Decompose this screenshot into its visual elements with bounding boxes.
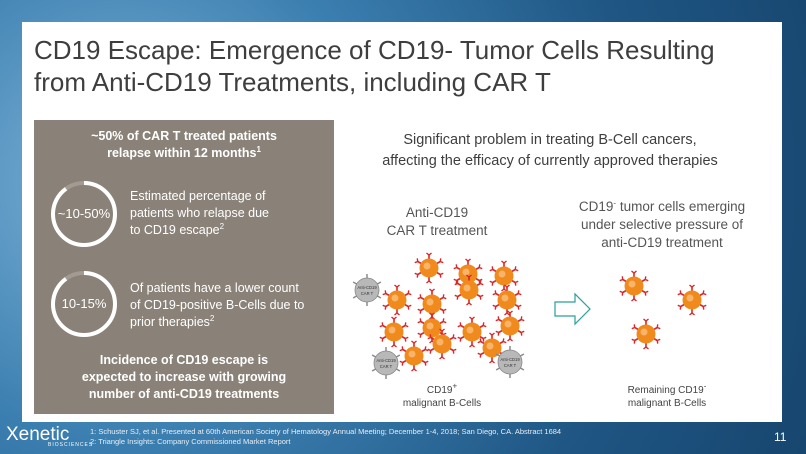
b-cell-negative (619, 270, 649, 302)
b-cell-positive (399, 340, 429, 372)
cd19-negative-cells (619, 270, 707, 350)
stat1-ring (51, 181, 117, 247)
svg-text:CAR T: CAR T (361, 291, 374, 296)
stat2-ring (51, 271, 117, 337)
footnotes: 1: Schuster SJ, et al. Presented at 60th… (90, 427, 561, 447)
escape-heading: CD19- tumor cells emerging under selecti… (578, 198, 746, 250)
panel-footer: Incidence of CD19 escape is expected to … (81, 353, 287, 401)
company-logo: Xenetic BIOSCIENCES (6, 424, 94, 448)
b-cell-positive (495, 310, 525, 342)
b-cell-negative (677, 284, 707, 316)
svg-text:Anti-CD19: Anti-CD19 (376, 358, 396, 363)
page-number: 11 (774, 430, 787, 444)
b-cell-positive (492, 284, 522, 316)
caption-cd19-positive: CD19+ malignant B-Cells (402, 381, 482, 409)
title-line-1: CD19 Escape: Emergence of CD19- Tumor Ce… (34, 35, 715, 65)
stat1-value: ~10-50% (57, 206, 111, 221)
cd19-positive-cells (379, 252, 525, 372)
car-t-heading: Anti-CD19 CAR T treatment (386, 205, 488, 238)
panel-heading: ~50% of CAR T treated patients relapse w… (91, 129, 277, 160)
b-cell-positive (453, 258, 483, 290)
b-cell-positive (457, 316, 487, 348)
stat2-description: Of patients have a lower count of CD19-p… (130, 281, 305, 329)
b-cell-positive (417, 288, 447, 320)
slide-title: CD19 Escape: Emergence of CD19- Tumor Ce… (34, 34, 764, 98)
svg-text:Anti-CD19: Anti-CD19 (500, 357, 520, 362)
svg-text:CAR T: CAR T (504, 363, 517, 368)
slide: CD19 Escape: Emergence of CD19- Tumor Ce… (22, 22, 782, 422)
stat1-description: Estimated percentage of patients who rel… (130, 189, 269, 237)
footnote-2: 2: Triangle Insights: Company Commission… (90, 437, 291, 446)
problem-statement: Significant problem in treating B-Cell c… (382, 132, 718, 169)
b-cell-positive (489, 260, 519, 292)
stats-panel: ~50% of CAR T treated patients relapse w… (34, 120, 334, 414)
b-cell-positive (382, 284, 412, 316)
svg-text:Anti-CD19: Anti-CD19 (357, 285, 377, 290)
b-cell-positive (454, 274, 484, 306)
footnote-1: 1: Schuster SJ, et al. Presented at 60th… (90, 427, 562, 436)
svg-text:CAR T: CAR T (380, 364, 393, 369)
b-cell-positive (414, 252, 444, 284)
stat2-value: 10-15% (61, 296, 107, 311)
title-line-2: from Anti-CD19 Treatments, including CAR… (34, 67, 551, 97)
b-cell-negative (631, 318, 661, 350)
transition-arrow-icon (554, 292, 591, 326)
b-cell-positive (427, 328, 457, 360)
b-cell-positive (379, 316, 409, 348)
caption-cd19-negative: Remaining CD19- malignant B-Cells (627, 381, 707, 409)
